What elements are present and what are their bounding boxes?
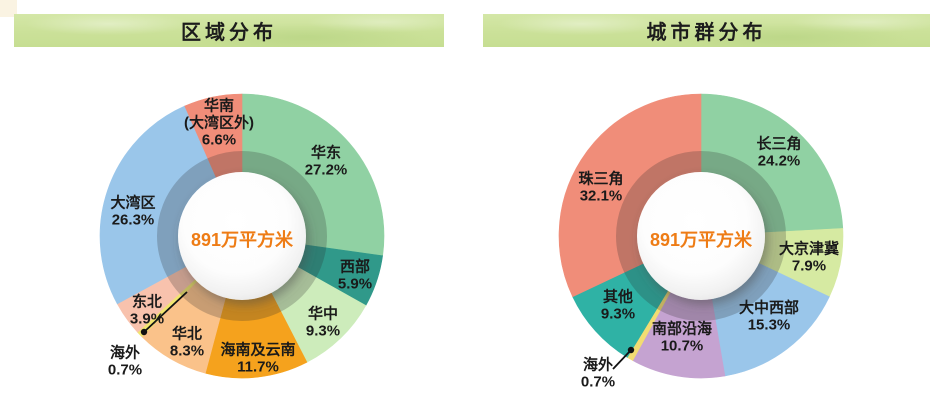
slice-label-长三角: 24.2%	[758, 153, 801, 170]
slice-label-大中西部: 15.3%	[748, 317, 791, 334]
region-section-title: 区域分布	[181, 22, 277, 44]
slice-label-大湾区: 26.3%	[112, 212, 155, 229]
slice-label-长三角: 长三角	[756, 135, 801, 153]
slice-label-其他: 其他	[603, 288, 633, 306]
slice-label-华北: 8.3%	[170, 343, 204, 360]
slice-label-西部: 5.9%	[338, 276, 372, 293]
slice-label-华南(大湾区外): (大湾区外)	[184, 114, 254, 132]
slice-label-大中西部: 大中西部	[739, 299, 799, 317]
slice-label-珠三角: 32.1%	[580, 188, 623, 205]
leader-line-海外	[612, 349, 632, 370]
slice-label-大京津冀: 大京津冀	[779, 240, 839, 258]
leader-line-海外	[143, 291, 188, 333]
slice-label-海外: 0.7%	[108, 362, 142, 379]
center-total-label: 891万平方米	[650, 229, 753, 250]
donut-center-disc	[637, 172, 765, 300]
region-section-header: 区域分布	[14, 14, 444, 47]
slice-label-华东: 27.2%	[305, 162, 348, 179]
leader-dot-海外	[627, 346, 635, 354]
leader-dot-海外	[140, 328, 148, 336]
slice-label-大京津冀: 7.9%	[792, 258, 826, 275]
slice-label-海外: 0.7%	[581, 374, 615, 391]
slice-label-华南(大湾区外): 华南	[204, 97, 234, 115]
city-cluster-section-title: 城市群分布	[646, 22, 767, 44]
slice-海南及云南	[204, 235, 308, 379]
slice-label-东北: 东北	[132, 293, 162, 311]
slice-label-海外: 海外	[110, 344, 140, 362]
corner-accent-square	[0, 0, 17, 17]
donut-center-disc	[178, 172, 306, 300]
slice-label-南部沿海: 南部沿海	[652, 320, 712, 338]
slice-label-西部: 西部	[340, 258, 370, 276]
slice-label-海南及云南: 海南及云南	[220, 341, 295, 359]
slice-label-华中: 9.3%	[306, 323, 340, 340]
slice-label-华东: 华东	[311, 144, 341, 162]
slice-label-东北: 3.9%	[130, 311, 164, 328]
slice-label-华北: 华北	[172, 325, 202, 343]
city-cluster-section-header: 城市群分布	[483, 14, 930, 47]
slice-label-华南(大湾区外): 6.6%	[202, 132, 236, 149]
slice-label-大湾区: 大湾区	[110, 194, 155, 212]
center-total-label: 891万平方米	[191, 229, 294, 250]
slice-label-珠三角: 珠三角	[578, 170, 623, 188]
inner-shadow-ring	[157, 151, 327, 321]
slice-label-海南及云南: 11.7%	[237, 359, 279, 376]
slice-label-海外: 海外	[583, 356, 613, 374]
slice-label-南部沿海: 10.7%	[661, 338, 704, 355]
slice-label-其他: 9.3%	[601, 306, 635, 323]
inner-shadow-ring	[616, 151, 786, 321]
slice-label-华中: 华中	[308, 305, 338, 323]
